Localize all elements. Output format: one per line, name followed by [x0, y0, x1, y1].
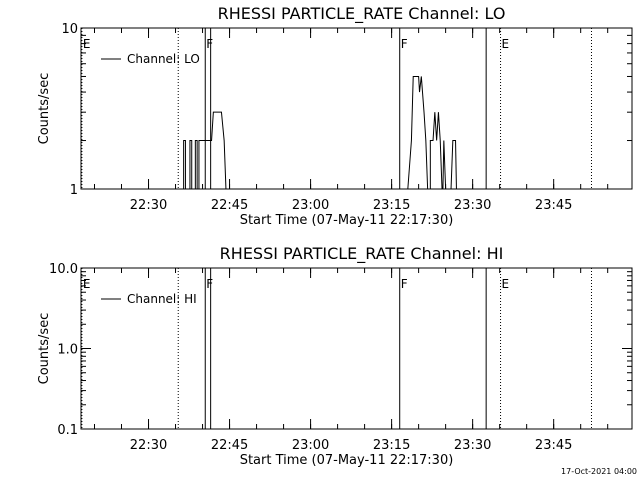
chart-1-y-tick-label: 1.0	[57, 343, 78, 358]
chart-0-y-tick-label: 1	[70, 183, 78, 198]
chart-0-x-tick-label: 23:45	[535, 198, 572, 213]
chart-1-event-marker-label: E	[83, 277, 91, 291]
chart-1-x-axis-label: Start Time (07-May-11 22:17:30)	[240, 453, 454, 468]
chart-0-x-tick-label: 23:30	[454, 198, 491, 213]
chart-1-event-marker-label: F	[206, 277, 213, 291]
chart-1-x-tick-label: 23:15	[373, 438, 410, 453]
chart-0-title: RHESSI PARTICLE_RATE Channel: LO	[218, 4, 506, 24]
chart-0-event-marker-label: E	[502, 37, 510, 51]
chart-0-x-tick-label: 23:15	[373, 198, 410, 213]
chart-1-x-tick-label: 22:30	[130, 438, 167, 453]
chart-0-y-tick-label: 10	[61, 22, 78, 37]
chart-1-x-tick-label: 22:45	[211, 438, 248, 453]
chart-0-x-axis-label: Start Time (07-May-11 22:17:30)	[240, 213, 454, 228]
chart-1-x-tick-label: 23:45	[535, 438, 572, 453]
chart-0-event-marker-label: F	[206, 37, 213, 51]
chart-panel-0: RHESSI PARTICLE_RATE Channel: LO Start Ti…	[37, 4, 633, 228]
chart-panel-1: RHESSI PARTICLE_RATE Channel: HI Start Ti…	[37, 244, 633, 468]
footer-timestamp: 17-Oct-2021 04:00	[561, 467, 637, 476]
chart-0-y-axis-label: Counts/sec	[37, 73, 52, 145]
chart-1-y-axis-label: Counts/sec	[37, 313, 52, 385]
chart-1-x-tick-label: 23:30	[454, 438, 491, 453]
chart-1-title: RHESSI PARTICLE_RATE Channel: HI	[220, 244, 504, 264]
chart-0-legend-label: Channel: LO	[127, 52, 200, 66]
chart-0-x-tick-label: 22:30	[130, 198, 167, 213]
chart-0-x-tick-label: 22:45	[211, 198, 248, 213]
chart-1-x-tick-label: 23:00	[292, 438, 329, 453]
chart-1-y-tick-label: 0.1	[57, 423, 78, 438]
chart-1-legend-label: Channel: HI	[127, 292, 197, 306]
chart-1-event-marker-label: E	[502, 277, 510, 291]
chart-0-x-tick-label: 23:00	[292, 198, 329, 213]
chart-0-event-marker-label: F	[401, 37, 408, 51]
chart-1-event-marker-label: F	[401, 277, 408, 291]
chart-1-y-tick-label: 10.0	[49, 262, 78, 277]
chart-0-event-marker-label: E	[83, 37, 91, 51]
chart-0-series-line	[175, 75, 457, 190]
